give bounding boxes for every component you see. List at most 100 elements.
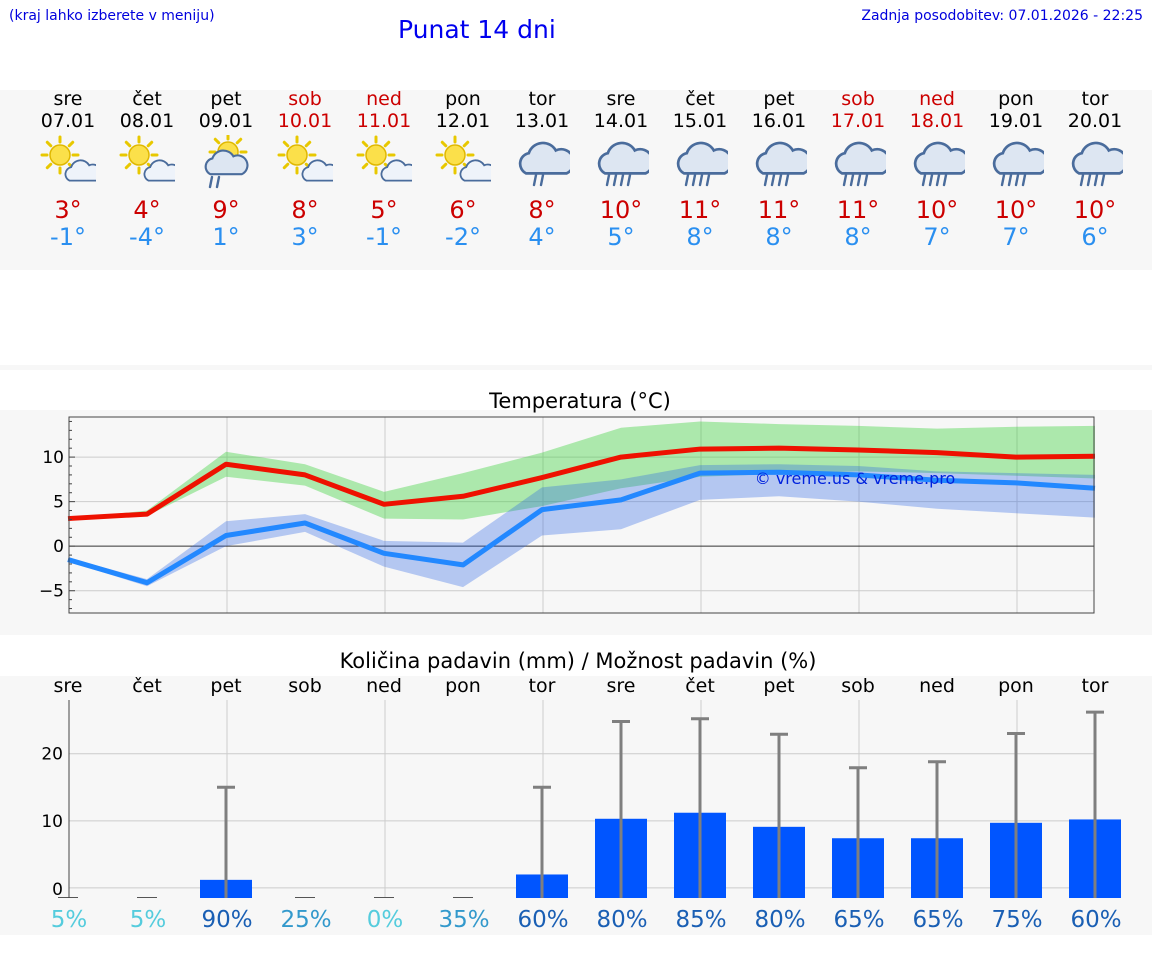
day-date: 10.01	[277, 110, 333, 132]
temp-min: 5°	[607, 223, 635, 251]
precip-bar	[374, 897, 394, 898]
precipitation-chart: Količina padavin (mm) / Možnost padavin …	[41, 649, 1121, 933]
max-temp-line	[67, 445, 1096, 522]
precip-day-label: pon	[998, 675, 1034, 697]
precip-probability: 65%	[833, 907, 884, 933]
location-hint: (kraj lahko izberete v meniju)	[9, 8, 215, 24]
forecast-day: pon 19.01 10° 7°	[976, 88, 1056, 251]
forecast-day: sre 07.01 3° -1°	[28, 88, 108, 251]
temp-max: 8°	[291, 196, 319, 224]
precip-probability: 90%	[201, 907, 252, 933]
day-date: 17.01	[830, 110, 886, 132]
precip-day-label: ned	[366, 675, 402, 697]
temp-min: 1°	[212, 223, 240, 251]
forecast-day: ned 11.01 5° -1°	[344, 88, 424, 251]
precip-day-label: sob	[841, 675, 875, 697]
forecast-day: čet 15.01 11° 8°	[660, 88, 740, 251]
precip-probability: 80%	[754, 907, 805, 933]
precip-probability: 60%	[517, 907, 568, 933]
y-tick-label: 0	[53, 537, 64, 557]
temp-min: 8°	[765, 223, 793, 251]
day-date: 15.01	[672, 110, 728, 132]
precip-probability: 65%	[912, 907, 963, 933]
y-tick-label: 10	[41, 812, 63, 832]
plot-frame	[68, 416, 1095, 614]
day-date: 20.01	[1067, 110, 1123, 132]
temperature-chart: Temperatura (°C) −5 0 5 10 © vreme.us & vre…	[39, 389, 1096, 614]
cloud-rain-icon	[755, 141, 807, 187]
precip-probability: 80%	[596, 907, 647, 933]
cloud-rain-icon	[597, 141, 649, 187]
max-range-band	[68, 421, 1095, 520]
cloud-rain-icon	[1071, 141, 1123, 187]
temp-max: 9°	[212, 196, 240, 224]
temp-max: 11°	[836, 196, 880, 224]
temp-min: -1°	[366, 223, 402, 251]
day-date: 14.01	[593, 110, 649, 132]
cloud-rain-icon	[992, 141, 1044, 187]
precip-probability: 0%	[367, 907, 404, 933]
temperature-chart-title: Temperatura (°C)	[488, 389, 671, 413]
temp-max: 10°	[994, 196, 1038, 224]
temp-max: 4°	[133, 196, 161, 224]
y-tick-label: 10	[42, 448, 64, 468]
day-name: ned	[919, 88, 955, 110]
day-date: 11.01	[356, 110, 412, 132]
sun-cloud-icon	[356, 135, 412, 182]
temp-max: 8°	[528, 196, 556, 224]
day-name: tor	[528, 88, 556, 110]
forecast-day: pon 12.01 6° -2°	[423, 88, 503, 251]
y-tick-label: 5	[53, 493, 64, 513]
y-tick-label: 0	[52, 880, 63, 900]
temp-min: 6°	[1081, 223, 1109, 251]
cloud-rain-icon	[676, 141, 728, 187]
day-name: sre	[53, 88, 83, 110]
precip-day-label: pet	[763, 675, 794, 697]
sun-cloud-icon	[40, 135, 96, 182]
day-date: 13.01	[514, 110, 570, 132]
precip-probability: 85%	[675, 907, 726, 933]
temp-min: 7°	[923, 223, 951, 251]
precip-bar	[137, 897, 157, 898]
sun-cloud-rain-icon	[204, 135, 249, 189]
precipitation-chart-title: Količina padavin (mm) / Možnost padavin …	[340, 649, 817, 673]
temp-max: 10°	[915, 196, 959, 224]
precip-day-label: ned	[919, 675, 955, 697]
temp-min: -1°	[50, 223, 86, 251]
day-date: 12.01	[435, 110, 491, 132]
day-name: pon	[998, 88, 1034, 110]
precip-day-label: pon	[445, 675, 481, 697]
precip-day-label: pet	[210, 675, 241, 697]
precip-bar	[58, 897, 78, 898]
sun-cloud-icon	[435, 135, 491, 182]
forecast-day: pet 09.01 9° 1°	[186, 88, 266, 251]
cloud-rain-icon	[913, 141, 965, 187]
temp-max: 3°	[54, 196, 82, 224]
day-name: ned	[366, 88, 402, 110]
sun-cloud-icon	[119, 135, 175, 182]
day-name: pet	[210, 88, 242, 110]
forecast-day: sob 10.01 8° 3°	[265, 88, 345, 251]
temp-min: -4°	[129, 223, 165, 251]
page-title: Punat 14 dni	[398, 15, 556, 44]
temp-min: 7°	[1002, 223, 1030, 251]
day-name: pet	[763, 88, 795, 110]
watermark: © vreme.us & vreme.pro	[755, 469, 956, 488]
cloud-light-rain-icon	[518, 141, 570, 187]
y-tick-label: 20	[41, 745, 63, 765]
day-name: čet	[685, 88, 715, 110]
last-updated: Zadnja posodobitev: 07.01.2026 - 22:25	[861, 8, 1143, 24]
precip-bar	[453, 897, 473, 898]
min-temp-line	[67, 469, 1096, 586]
forecast-day: čet 08.01 4° -4°	[107, 88, 187, 251]
day-date: 19.01	[988, 110, 1044, 132]
temp-min: 8°	[686, 223, 714, 251]
day-date: 08.01	[119, 110, 175, 132]
forecast-day: tor 13.01 8° 4°	[502, 88, 582, 251]
day-name: sre	[606, 88, 636, 110]
forecast-day: pet 16.01 11° 8°	[739, 88, 819, 251]
day-name: sob	[841, 88, 875, 110]
temp-max: 11°	[678, 196, 722, 224]
temp-min: 4°	[528, 223, 556, 251]
precip-bar	[295, 897, 315, 898]
